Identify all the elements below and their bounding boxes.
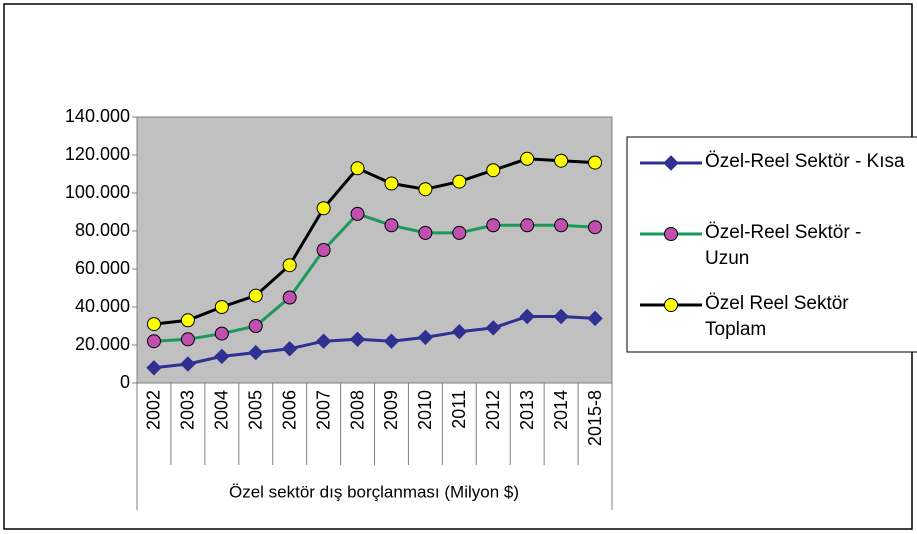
data-point [486, 163, 501, 178]
x-tick-label: 2010 [415, 390, 435, 430]
x-tick-label: 2004 [212, 390, 232, 430]
data-point [520, 218, 535, 233]
data-point [451, 323, 468, 340]
data-point [349, 331, 366, 348]
data-point [248, 344, 264, 361]
legend-marker [664, 298, 678, 312]
data-point [520, 151, 535, 166]
data-point [146, 360, 162, 376]
data-point [281, 341, 298, 357]
x-tick-label: 2002 [144, 390, 164, 430]
x-tick-label: 2005 [246, 390, 266, 430]
data-point [383, 333, 400, 349]
legend-label: Özel-Reel Sektör - Kısa [705, 151, 905, 172]
y-tick-label: 60.000 [75, 258, 130, 278]
legend-marker [663, 155, 679, 171]
data-point [180, 313, 195, 328]
x-tick-label: 2015-8 [585, 390, 605, 446]
x-tick-label: 2012 [483, 390, 503, 430]
data-point [418, 225, 433, 240]
data-point [553, 308, 569, 325]
data-point [588, 155, 603, 170]
data-point [146, 334, 161, 349]
data-point [316, 201, 331, 216]
x-tick-label: 2014 [551, 390, 571, 430]
data-point [384, 176, 399, 191]
plot-area [136, 116, 613, 384]
data-point [519, 308, 535, 325]
legend-marker [664, 227, 678, 241]
data-point [485, 320, 501, 336]
y-tick-label: 20.000 [75, 334, 130, 354]
data-point [282, 290, 297, 305]
x-tick-label: 2011 [449, 390, 469, 429]
data-point [214, 300, 229, 314]
y-tick-label: 0 [120, 372, 130, 392]
x-tick-label: 2006 [279, 390, 299, 430]
y-tick-label: 100.000 [65, 182, 130, 202]
legend-label: Özel Reel Sektör Toplam [705, 293, 849, 340]
data-point [180, 356, 196, 372]
x-tick-label: 2009 [381, 390, 401, 430]
data-point [350, 161, 365, 176]
x-tick-label: 2013 [517, 390, 537, 430]
data-point [315, 333, 332, 349]
data-point [588, 220, 603, 235]
data-point [554, 153, 569, 168]
data-point [452, 174, 467, 189]
y-tick-label: 140.000 [65, 106, 130, 126]
data-point [248, 319, 263, 333]
x-tick-label: 2003 [178, 390, 198, 430]
legend-box [626, 136, 917, 353]
x-tick-label: 2007 [313, 390, 333, 430]
x-axis-title: Özel sektör dış borçlanması (Milyon $) [229, 482, 519, 501]
legend-label: Özel-Reel Sektör - Uzun [705, 222, 862, 269]
data-point [587, 310, 603, 327]
data-point [282, 258, 297, 273]
data-point [180, 332, 195, 347]
data-point [554, 218, 569, 233]
y-tick-label: 80.000 [75, 220, 130, 240]
data-point [214, 326, 229, 341]
data-point [214, 348, 230, 365]
data-point [248, 288, 263, 303]
data-point [146, 317, 161, 332]
data-point [452, 225, 467, 240]
data-point [486, 218, 501, 233]
y-tick-label: 40.000 [75, 296, 130, 316]
data-point [316, 243, 331, 257]
y-tick-label: 120.000 [65, 144, 130, 164]
x-tick-label: 2008 [347, 390, 367, 430]
data-point [418, 182, 433, 197]
data-point [350, 206, 365, 221]
data-point [384, 218, 399, 233]
data-point [417, 329, 434, 346]
